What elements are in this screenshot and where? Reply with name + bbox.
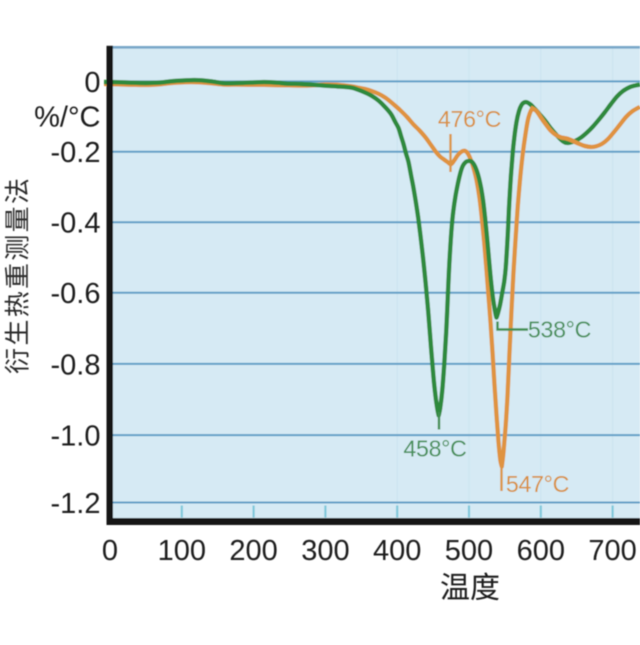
svg-text:0: 0 xyxy=(84,67,100,99)
svg-text:-0.4: -0.4 xyxy=(51,208,101,240)
svg-text:-1.0: -1.0 xyxy=(51,421,101,453)
svg-text:547°C: 547°C xyxy=(506,471,569,497)
svg-text:500: 500 xyxy=(445,535,493,567)
svg-text:700: 700 xyxy=(588,535,636,567)
svg-text:200: 200 xyxy=(229,535,277,567)
svg-text:458°C: 458°C xyxy=(403,436,466,462)
svg-text:600: 600 xyxy=(517,535,565,567)
svg-text:100: 100 xyxy=(158,535,206,567)
svg-text:-1.2: -1.2 xyxy=(51,488,101,520)
svg-text:-0.2: -0.2 xyxy=(51,137,101,169)
svg-text:400: 400 xyxy=(373,535,421,567)
svg-text:300: 300 xyxy=(301,535,349,567)
svg-text:476°C: 476°C xyxy=(438,106,501,132)
svg-text:538°C: 538°C xyxy=(528,317,591,343)
svg-text:0: 0 xyxy=(102,535,118,567)
svg-text:-0.8: -0.8 xyxy=(51,349,101,381)
svg-text:%/°C: %/°C xyxy=(34,102,100,134)
svg-text:-0.6: -0.6 xyxy=(51,278,101,310)
